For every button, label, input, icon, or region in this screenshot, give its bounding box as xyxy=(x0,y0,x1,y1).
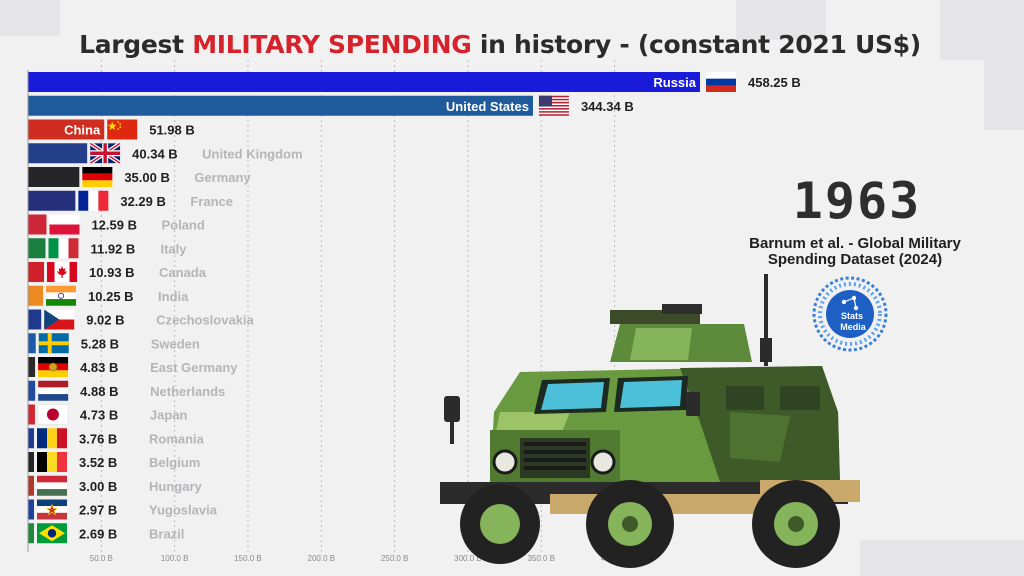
flag-hungary xyxy=(37,475,67,496)
flag-yugoslavia xyxy=(36,499,68,520)
flag-united-states xyxy=(538,95,569,116)
category-label-poland: Poland xyxy=(161,218,204,233)
category-label-france: France xyxy=(190,194,233,209)
flag-netherlands xyxy=(38,380,69,401)
bar-east-germany xyxy=(28,357,36,377)
flag-india xyxy=(45,285,77,307)
logo-text-line-1: Stats xyxy=(841,311,863,321)
bar-sweden xyxy=(28,333,36,354)
flag-czechoslovakia xyxy=(44,309,75,330)
category-label-brazil: Brazil xyxy=(149,526,184,541)
flag-japan xyxy=(37,404,69,425)
flag-united-kingdom xyxy=(90,143,120,163)
bar-belgium xyxy=(28,452,34,472)
category-label-united-kingdom: United Kingdom xyxy=(202,146,302,161)
bar-japan xyxy=(28,404,35,425)
bar-poland xyxy=(28,214,47,235)
value-label-sweden: 5.28 B xyxy=(81,336,119,351)
flag-poland xyxy=(49,214,80,235)
military-vehicle-illustration xyxy=(440,274,860,568)
value-label-czechoslovakia: 9.02 B xyxy=(86,313,124,328)
bar-united-states xyxy=(28,95,533,116)
source-line-2: Spending Dataset (2024) xyxy=(767,251,943,268)
bar-canada xyxy=(28,262,45,282)
category-label-germany: Germany xyxy=(194,170,251,185)
value-label-belgium: 3.52 B xyxy=(79,455,117,470)
x-tick-label: 250.0 B xyxy=(381,554,409,563)
value-label-poland: 12.59 B xyxy=(91,218,137,233)
bar-germany xyxy=(28,167,80,187)
category-label-yugoslavia: Yugoslavia xyxy=(149,503,218,518)
logo-text-line-2: Media xyxy=(840,322,867,332)
x-tick-label: 100.0 B xyxy=(161,554,189,563)
category-label-russia: Russia xyxy=(653,75,696,90)
value-label-france: 32.29 B xyxy=(120,194,166,209)
category-label-united-states: United States xyxy=(446,99,529,114)
value-label-romania: 3.76 B xyxy=(79,431,117,446)
bar-india xyxy=(28,285,44,306)
flag-sweden xyxy=(38,333,69,354)
flag-east-germany xyxy=(37,356,69,378)
flag-germany xyxy=(82,167,113,187)
value-label-united-states: 344.34 B xyxy=(581,99,634,114)
bar-yugoslavia xyxy=(28,499,34,520)
flag-china xyxy=(107,119,138,140)
category-label-japan: Japan xyxy=(150,408,188,423)
value-label-netherlands: 4.88 B xyxy=(80,384,118,399)
value-label-east-germany: 4.83 B xyxy=(80,360,118,375)
category-label-belgium: Belgium xyxy=(149,455,200,470)
bars-group: 458.25 B Russia 344.34 B United States 51.98… xyxy=(28,72,801,544)
flag-russia xyxy=(706,72,736,92)
value-label-germany: 35.00 B xyxy=(124,170,170,185)
x-tick-label: 200.0 B xyxy=(308,554,336,563)
flag-brazil xyxy=(37,523,67,544)
category-label-india: India xyxy=(158,289,189,304)
bar-france xyxy=(28,190,76,211)
value-label-russia: 458.25 B xyxy=(748,75,801,90)
bar-brazil xyxy=(28,523,34,544)
x-tick-label: 350.0 B xyxy=(527,554,555,563)
category-label-czechoslovakia: Czechoslovakia xyxy=(156,313,254,328)
category-label-east-germany: East Germany xyxy=(150,360,238,375)
flag-canada xyxy=(47,262,78,282)
category-label-canada: Canada xyxy=(159,265,207,280)
source-label: Barnum et al. - Global Military Spending… xyxy=(720,236,990,268)
bar-united-kingdom xyxy=(28,143,88,164)
value-label-brazil: 2.69 B xyxy=(79,526,117,541)
flag-italy xyxy=(48,238,79,259)
bar-china xyxy=(28,119,105,140)
value-label-canada: 10.93 B xyxy=(89,265,135,280)
flag-france xyxy=(78,190,109,211)
value-label-china: 51.98 B xyxy=(149,123,195,138)
category-label-italy: Italy xyxy=(160,241,187,256)
bar-italy xyxy=(28,238,46,259)
category-label-romania: Romania xyxy=(149,431,205,446)
bar-hungary xyxy=(28,475,34,496)
category-label-netherlands: Netherlands xyxy=(150,384,225,399)
category-label-china: China xyxy=(64,123,101,138)
value-label-india: 10.25 B xyxy=(88,289,134,304)
value-label-united-kingdom: 40.34 B xyxy=(132,146,178,161)
category-label-hungary: Hungary xyxy=(149,479,203,494)
chart-title: Largest MILITARY SPENDING in history - (… xyxy=(79,30,921,59)
flag-belgium xyxy=(37,452,67,472)
source-line-1: Barnum et al. - Global Military xyxy=(749,235,961,252)
category-label-sweden: Sweden xyxy=(151,336,200,351)
value-label-italy: 11.92 B xyxy=(90,241,135,256)
value-label-yugoslavia: 2.97 B xyxy=(79,503,117,518)
value-label-hungary: 3.00 B xyxy=(79,479,117,494)
bar-russia xyxy=(28,72,700,92)
value-label-japan: 4.73 B xyxy=(80,408,118,423)
bar-romania xyxy=(28,428,34,449)
x-tick-label: 50.0 B xyxy=(90,554,113,563)
bar-netherlands xyxy=(28,380,36,401)
x-tick-label: 150.0 B xyxy=(234,554,262,563)
x-tick-label: 300.0 B xyxy=(454,554,482,563)
bar-czechoslovakia xyxy=(28,309,42,330)
stats-media-logo: Stats Media xyxy=(812,276,888,352)
flag-romania xyxy=(37,428,67,449)
year-label: 1963 xyxy=(792,172,922,230)
